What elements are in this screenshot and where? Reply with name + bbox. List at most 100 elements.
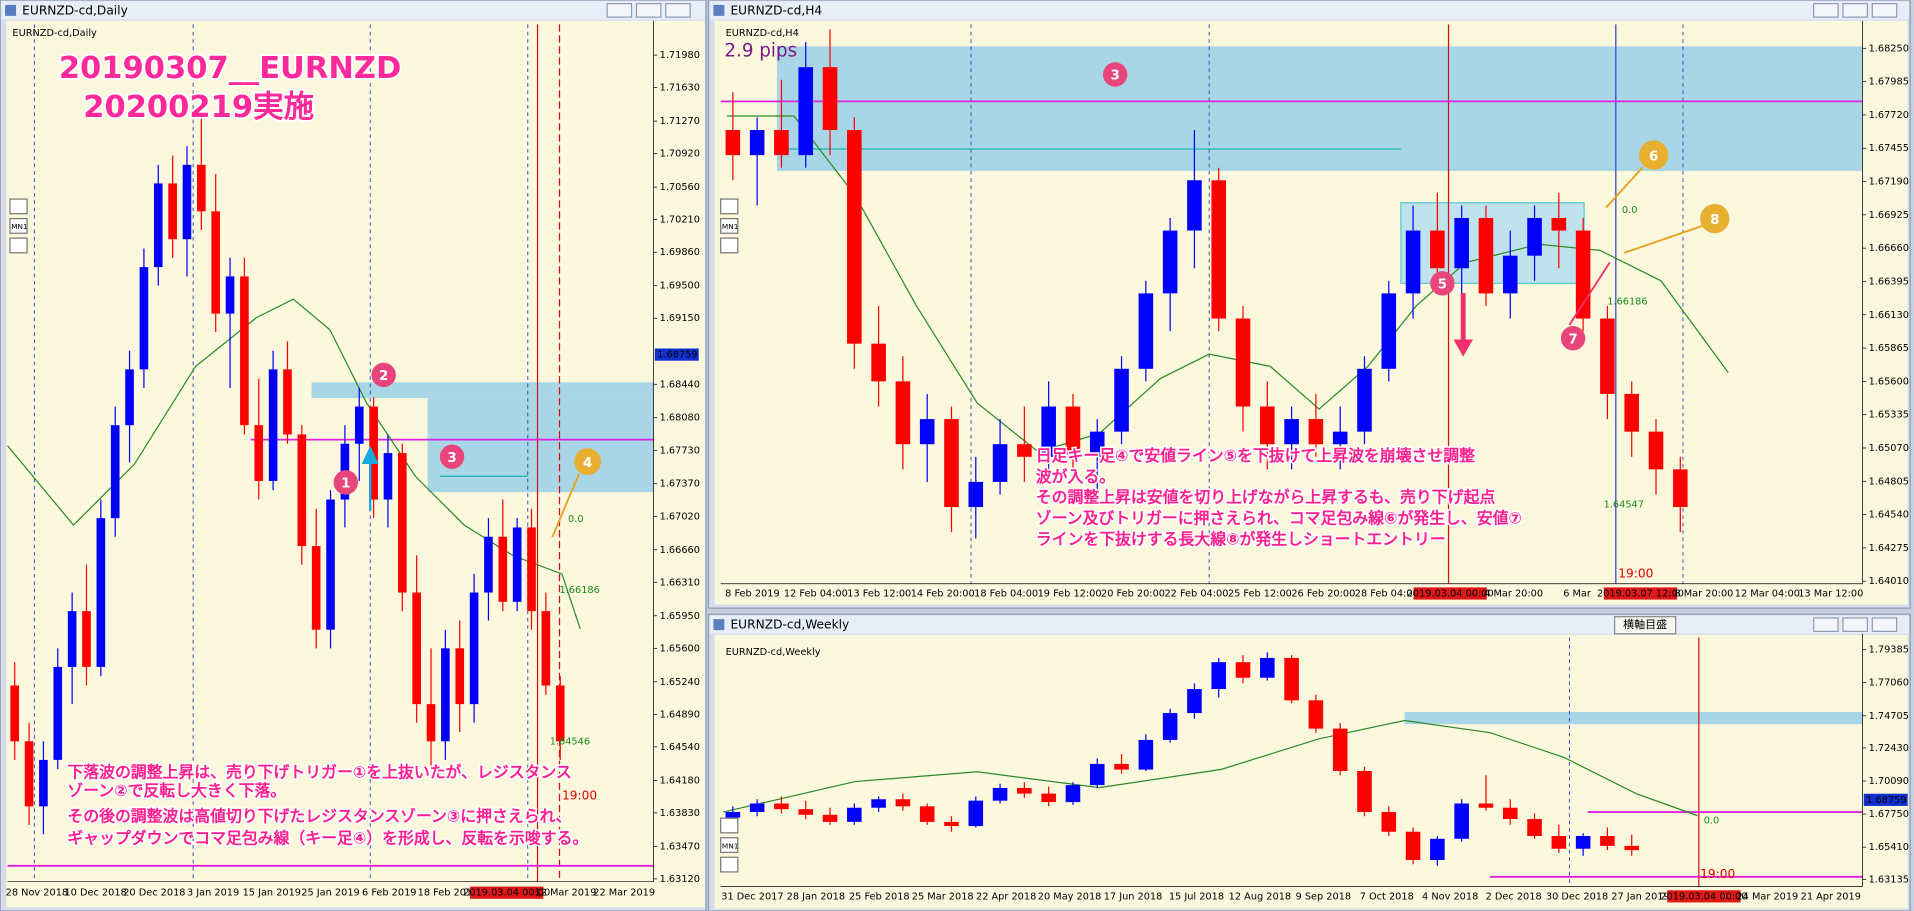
candle-body <box>1502 255 1518 294</box>
candle-body <box>1114 368 1129 432</box>
marker-label: 3 <box>447 451 456 466</box>
candle-body <box>847 129 862 344</box>
candle-body <box>512 527 522 602</box>
y-tick-label: 1.71630 <box>660 83 700 94</box>
candle-body <box>1527 819 1542 836</box>
y-tick-label: 1.67985 <box>1869 77 1909 88</box>
y-tick-label: 1.64540 <box>660 742 700 753</box>
cursor-date: 2019.03.04 00:00 <box>1660 891 1747 902</box>
y-tick-label: 1.66925 <box>1869 210 1909 221</box>
marker-label: 8 <box>1710 213 1719 228</box>
close-button[interactable] <box>1871 3 1898 18</box>
candle-body <box>1211 662 1227 690</box>
note-line: ギャップダウンでコマ足包み線（キー足④）を形成し、反転を示唆する。 <box>67 828 588 847</box>
chart-label: EURNZD-cd,Weekly <box>726 647 821 658</box>
timeframe-button[interactable] <box>720 837 739 853</box>
marker <box>1560 326 1586 351</box>
candle-body <box>1041 406 1056 457</box>
y-tick-label: 1.64540 <box>1869 510 1909 521</box>
y-tick-label: 1.68440 <box>660 379 700 390</box>
y-tick-label: 1.67370 <box>660 479 700 490</box>
cursor-date: 2019.03.04 00:00 <box>463 888 550 899</box>
maximize-button[interactable] <box>1842 3 1868 18</box>
cursor-date-box <box>470 886 544 899</box>
candle-body <box>1527 217 1542 256</box>
candle-body <box>96 518 106 667</box>
candle-body <box>1065 785 1081 803</box>
minimize-button[interactable] <box>1813 3 1839 18</box>
scroll-up[interactable] <box>720 817 739 834</box>
marker-label: 7 <box>1568 332 1577 347</box>
marker-label: 3 <box>1110 69 1119 84</box>
spread: 2.9 pips <box>724 40 797 61</box>
candle-body <box>527 527 536 612</box>
x-tick-label: 8 Mar 20:00 <box>1674 588 1733 599</box>
note-line: ラインを下抜けする長大線⑧が発生しショートエントリー <box>1036 529 1446 548</box>
scroll-down[interactable] <box>720 856 739 873</box>
candle-body <box>919 806 935 822</box>
fib-label: 1.64547 <box>1604 499 1644 510</box>
y-tick-label: 1.66395 <box>1869 276 1909 287</box>
x-tick-label: 25 Jan 2019 <box>301 888 359 899</box>
window-title: EURNZD-cd,Weekly <box>730 618 849 632</box>
candle-body <box>1551 217 1567 231</box>
candle-body <box>125 369 134 426</box>
current-price-box <box>1863 793 1908 806</box>
marker-label: 2 <box>379 369 388 384</box>
y-tick-label: 1.71980 <box>660 50 700 61</box>
candle-body <box>1138 293 1154 369</box>
title-bar <box>709 615 1909 634</box>
x-tick-label: 13 Mar 12:00 <box>1798 588 1863 599</box>
marker <box>1700 203 1730 234</box>
y-tick-label: 1.63470 <box>660 841 700 852</box>
close-button[interactable] <box>1871 617 1898 632</box>
candle-body <box>39 759 48 807</box>
minimize-button[interactable] <box>1813 617 1839 632</box>
x-tick-label: 17 Jun 2018 <box>1104 891 1163 902</box>
marker <box>371 362 396 388</box>
note-line: 日足キー足④で安値ライン⑤を下抜けて上昇波を崩壊させ調整 <box>1036 446 1475 465</box>
x-tick-label: 10 Dec 2018 <box>64 888 126 899</box>
candle-body <box>1162 230 1178 294</box>
candle-body <box>24 741 34 807</box>
fib-label: 1.66186 <box>560 585 600 596</box>
pointer-arrows <box>551 166 1703 538</box>
candle-body <box>10 685 20 742</box>
scroll-down[interactable] <box>9 237 28 254</box>
candle-body <box>1600 835 1615 846</box>
minimize-button[interactable] <box>606 3 633 18</box>
x-tick-label: 24 Mar 2019 <box>1736 891 1798 902</box>
scroll-up[interactable] <box>720 198 739 215</box>
timeframe-button[interactable] <box>720 217 739 234</box>
x-tick-label: 9 Sep 2018 <box>1296 891 1352 902</box>
cursor-date-box <box>1667 890 1741 903</box>
candle-body <box>182 164 192 240</box>
candle-body <box>1041 793 1056 803</box>
y-tick-label: 1.68080 <box>660 413 700 424</box>
scroll-up[interactable] <box>9 198 28 215</box>
candle-body <box>944 419 959 508</box>
candle-body <box>1600 318 1615 394</box>
candle-body <box>1235 662 1251 678</box>
close-button[interactable] <box>665 3 691 18</box>
candle-body <box>798 809 814 815</box>
candle-body <box>774 803 789 810</box>
maximize-button[interactable] <box>1842 617 1868 632</box>
marker <box>439 444 465 469</box>
candle-body <box>211 211 220 314</box>
y-tick-label: 1.66130 <box>1869 310 1909 321</box>
maximize-button[interactable] <box>635 3 662 18</box>
scroll-down[interactable] <box>720 237 739 254</box>
y-tick-label: 1.67750 <box>1869 809 1909 820</box>
x-tick-label: 8 Feb 2019 <box>725 588 779 599</box>
candle-body <box>992 787 1008 801</box>
y-tick-label: 1.77060 <box>1869 678 1909 689</box>
candle-body <box>1430 838 1445 861</box>
timeframe-label: MN1 <box>11 222 27 231</box>
candle-body <box>283 369 292 435</box>
y-tick-label: 1.64890 <box>660 709 700 720</box>
current-price: 1.68759 <box>1866 795 1906 806</box>
x-tick-label: 19 Feb 12:00 <box>1038 588 1102 599</box>
timeframe-button[interactable] <box>9 217 28 234</box>
